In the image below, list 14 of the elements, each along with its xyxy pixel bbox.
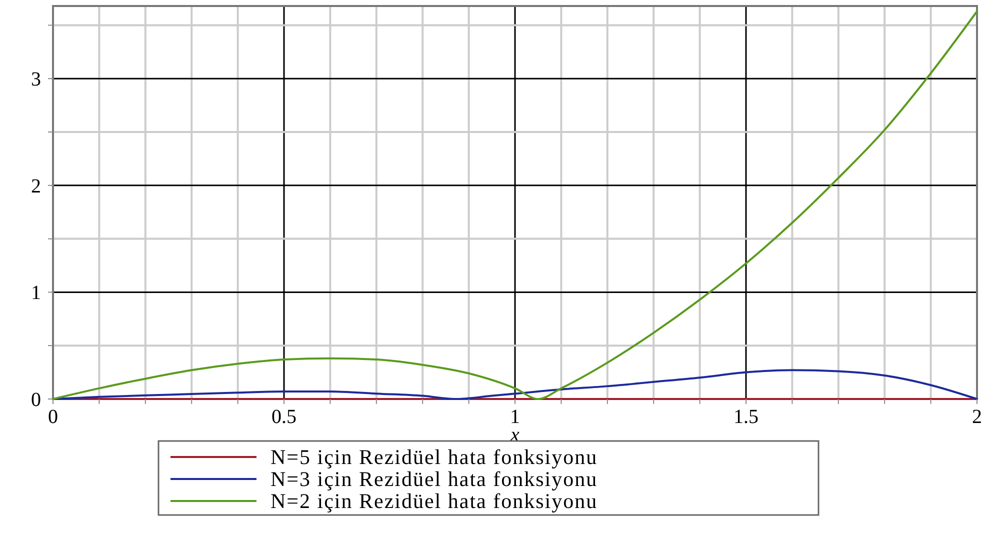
x-tick-label: 1 — [510, 406, 520, 428]
x-tick-label: 1.5 — [734, 406, 758, 428]
x-tick-label: 0 — [48, 406, 58, 428]
y-tick-label: 1 — [31, 282, 41, 304]
x-tick-label: 0.5 — [272, 406, 296, 428]
legend-label: N=3 için Rezidüel hata fonksiyonu — [270, 467, 598, 491]
y-tick-label: 0 — [31, 389, 41, 411]
y-tick-label: 3 — [31, 68, 41, 91]
line-series — [52, 10, 978, 400]
y-tick-label: 2 — [31, 175, 41, 198]
legend-label: N=5 için Rezidüel hata fonksiyonu — [270, 445, 598, 469]
legend-label: N=2 için Rezidüel hata fonksiyonu — [270, 489, 598, 513]
x-tick-label: 2 — [972, 406, 982, 428]
line-series — [52, 369, 978, 400]
